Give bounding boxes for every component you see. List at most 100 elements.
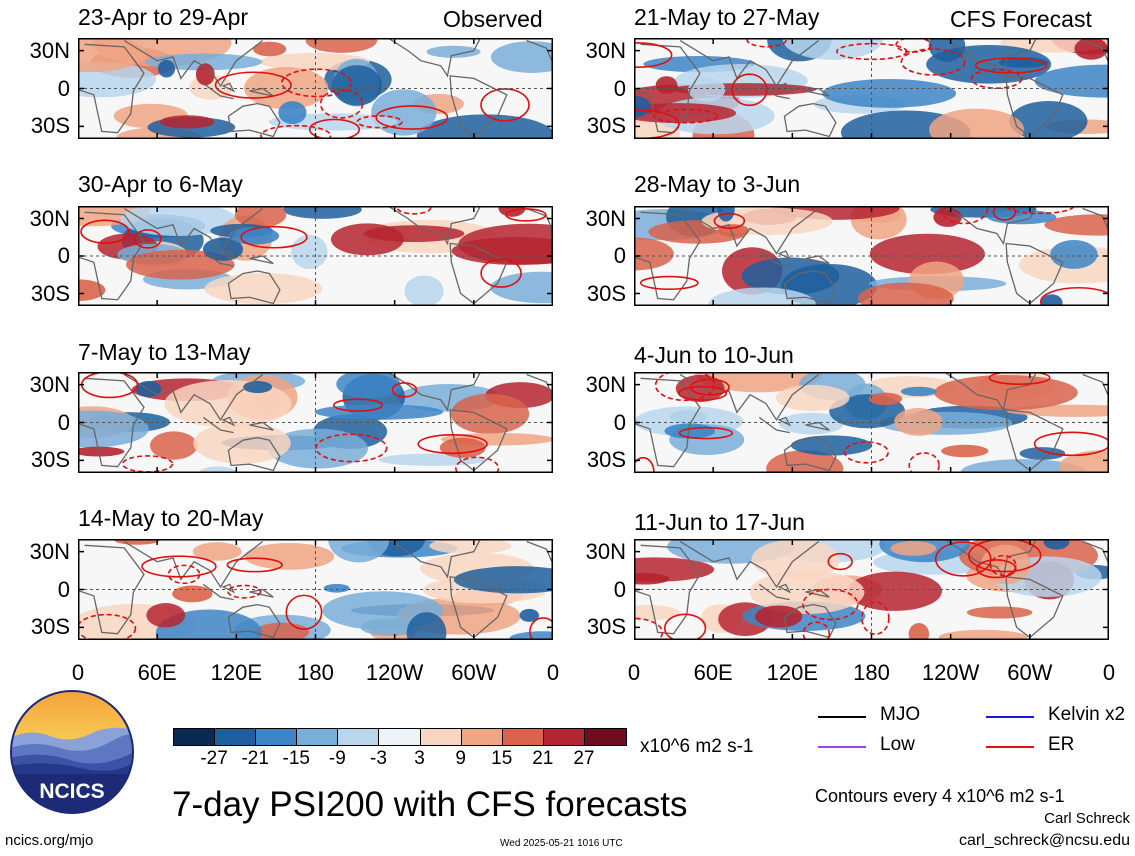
er-contour xyxy=(634,617,664,640)
svg-text:NCICS: NCICS xyxy=(39,780,104,803)
coastline xyxy=(78,544,145,635)
anomaly-shading xyxy=(890,541,937,556)
er-contour xyxy=(639,275,699,291)
anomaly-shading xyxy=(244,66,329,110)
colorbar-tick-label: 15 xyxy=(491,748,513,769)
er-contour xyxy=(417,433,488,455)
er-contour xyxy=(992,206,1017,221)
anomaly-shading xyxy=(146,603,186,628)
anomaly-shading xyxy=(282,206,362,219)
coastline xyxy=(1082,207,1109,232)
er-contour xyxy=(214,71,292,99)
er-contour xyxy=(827,552,853,571)
er-contour xyxy=(319,89,364,119)
legend-line-swatch xyxy=(986,746,1034,748)
author: Carl Schreck xyxy=(1044,810,1130,827)
anomaly-shading xyxy=(987,209,1057,225)
er-contour xyxy=(227,584,262,599)
er-contour xyxy=(281,68,353,98)
anomaly-shading xyxy=(291,234,328,270)
coastline xyxy=(758,416,790,434)
lat-label: 30N xyxy=(29,37,70,63)
anomaly-shading xyxy=(708,287,816,306)
coastline xyxy=(78,377,145,468)
lat-label: 30N xyxy=(585,37,626,63)
lon-label: 60E xyxy=(693,660,733,685)
anomaly-shading-core xyxy=(78,446,125,457)
coastline xyxy=(123,39,264,88)
colorbar-swatch xyxy=(419,728,462,746)
er-contour xyxy=(976,559,1017,579)
panel-title-fc-4: 11-Jun to 17-Jun xyxy=(634,509,805,535)
er-contour xyxy=(375,105,449,130)
anomaly-shading xyxy=(490,41,553,74)
coastline xyxy=(634,211,701,301)
er-contour xyxy=(663,613,707,640)
forecast-map-panel-1 xyxy=(634,38,1109,139)
lat-label: 30N xyxy=(29,205,70,231)
anomaly-shading-core xyxy=(1043,539,1070,550)
lat-label: 30N xyxy=(585,371,626,397)
coastline xyxy=(249,87,274,97)
er-contour xyxy=(843,441,889,464)
coastline xyxy=(227,436,281,472)
colorbar-tick-label: -27 xyxy=(200,748,228,769)
lat-label: 0 xyxy=(613,243,626,268)
lon-label: 120W xyxy=(365,660,424,685)
er-contour xyxy=(652,108,719,124)
colorbar-swatch xyxy=(583,728,627,746)
panel-title-fc-2: 28-May to 3-Jun xyxy=(634,171,801,197)
anomaly-shading xyxy=(164,380,292,428)
anomaly-shading-core xyxy=(228,227,280,245)
colorbar-units: x10^6 m2 s-1 xyxy=(640,736,754,757)
coastline xyxy=(783,436,837,472)
er-contour xyxy=(900,48,966,76)
er-contour xyxy=(78,613,137,640)
anomaly-shading xyxy=(332,65,382,106)
er-contour xyxy=(988,372,1051,386)
legend-label: Kelvin x2 xyxy=(1048,704,1126,725)
anomaly-shading xyxy=(159,115,215,129)
anomaly-shading-core xyxy=(1040,294,1063,306)
colorbar-swatch xyxy=(501,728,544,746)
coastline xyxy=(249,255,274,265)
er-contour xyxy=(908,452,940,473)
anomaly-shading-core xyxy=(253,41,287,57)
lat-label: 30N xyxy=(585,538,626,564)
panel-title-obs-4: 14-May to 20-May xyxy=(78,505,264,531)
anomaly-shading-core xyxy=(278,101,307,125)
legend-line-swatch xyxy=(986,716,1034,718)
anomaly-shading xyxy=(305,38,378,53)
er-contour xyxy=(731,73,768,107)
legend-line-swatch xyxy=(818,746,866,748)
coastline xyxy=(1005,409,1064,472)
coastline xyxy=(449,242,508,305)
er-contour xyxy=(654,372,716,402)
colorbar-swatch xyxy=(542,728,585,746)
colorbar-tick-label: 21 xyxy=(532,748,554,769)
coastline xyxy=(679,207,820,255)
anomaly-shading xyxy=(893,408,943,436)
er-contour xyxy=(260,124,332,139)
anomaly-shading-core xyxy=(195,63,215,86)
er-contour xyxy=(529,617,553,640)
anomaly-shading xyxy=(192,542,242,561)
er-contour xyxy=(315,433,388,463)
anomaly-shading xyxy=(125,249,235,280)
anomaly-shading xyxy=(199,466,237,473)
lon-label: 0 xyxy=(627,660,641,685)
colorbar-swatch xyxy=(255,728,298,746)
lon-label: 120E xyxy=(766,660,819,685)
coastline xyxy=(387,539,482,579)
anomaly-shading xyxy=(336,372,401,399)
er-contour xyxy=(455,456,500,473)
anomaly-shading xyxy=(120,206,236,236)
coastline xyxy=(943,38,1038,78)
colorbar-swatch xyxy=(337,728,380,746)
er-contour xyxy=(746,38,787,48)
er-contour xyxy=(240,225,308,249)
lon-label: 60W xyxy=(451,660,497,685)
coastline xyxy=(783,102,837,138)
lat-label: 0 xyxy=(57,75,70,101)
lat-label: 30N xyxy=(29,371,70,397)
